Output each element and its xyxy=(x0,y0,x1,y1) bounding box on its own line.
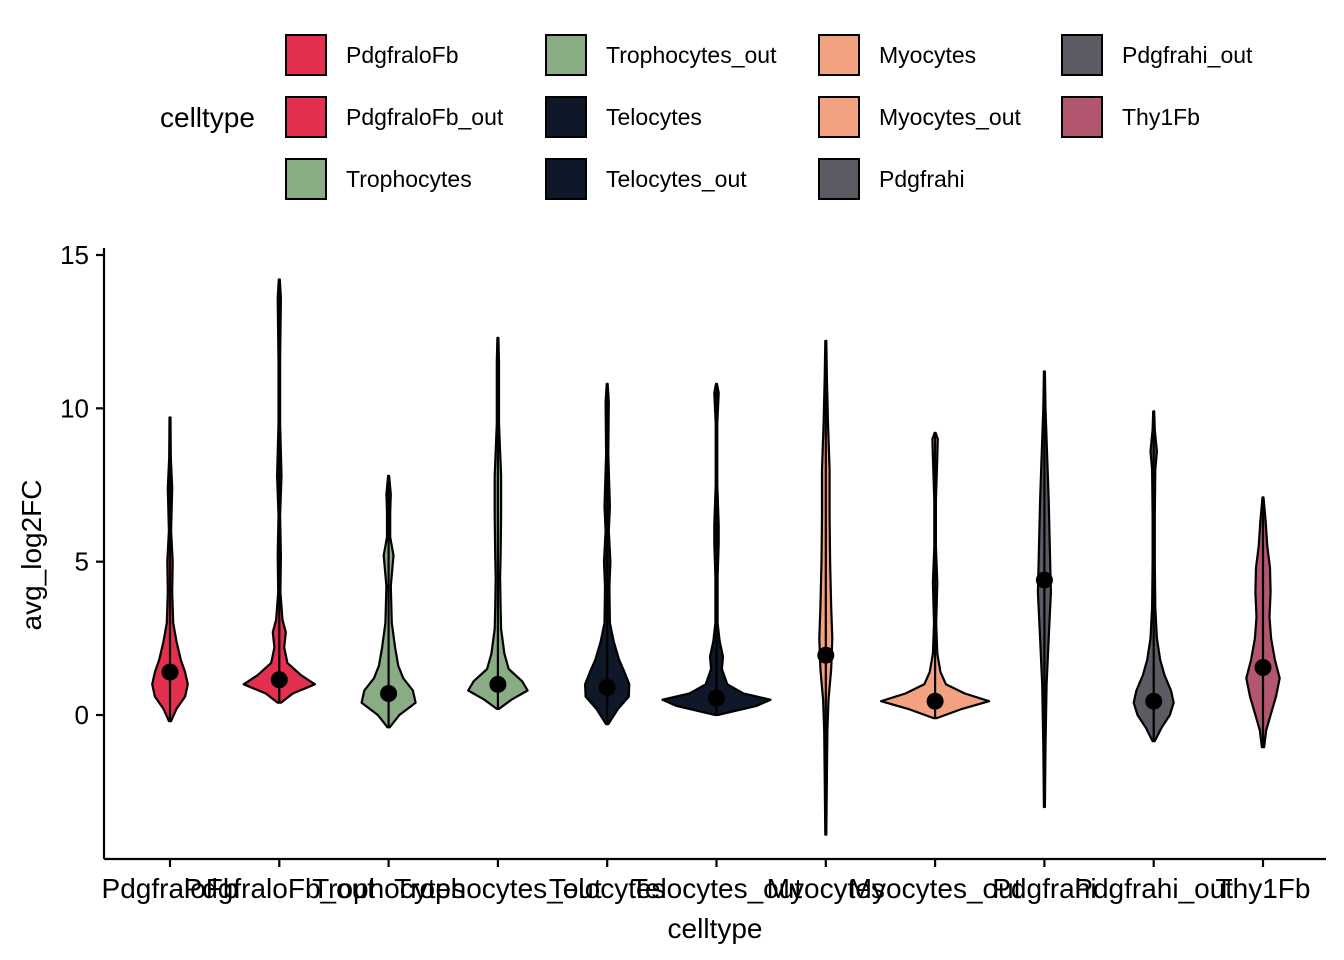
mean-point xyxy=(817,646,835,664)
legend-label: Trophocytes xyxy=(346,166,472,192)
legend-key xyxy=(1061,34,1103,76)
legend-label: Thy1Fb xyxy=(1122,104,1200,130)
mean-point xyxy=(161,663,179,681)
legend-key xyxy=(1061,96,1103,138)
legend-label: Myocytes_out xyxy=(879,104,1021,130)
y-tick-label: 5 xyxy=(75,547,89,577)
mean-point xyxy=(1254,658,1272,676)
mean-point xyxy=(380,685,398,703)
legend-label: Myocytes xyxy=(879,42,977,68)
legend-key xyxy=(545,34,587,76)
legend-key xyxy=(285,96,327,138)
legend-title: celltype xyxy=(160,102,255,133)
y-axis-title: avg_log2FC xyxy=(16,480,47,631)
legend-key xyxy=(285,34,327,76)
legend-key xyxy=(818,158,860,200)
legend-key xyxy=(818,96,860,138)
x-axis-title: celltype xyxy=(668,913,763,944)
legend-key xyxy=(545,158,587,200)
y-tick-label: 10 xyxy=(60,393,89,423)
legend-label: Trophocytes_out xyxy=(606,42,777,68)
x-tick-label: Pdgfrahi xyxy=(992,873,1096,904)
x-tick-label: Telocytes_out xyxy=(631,873,802,904)
x-tick-label: Trophocytes xyxy=(312,873,465,904)
mean-point xyxy=(270,671,288,689)
x-tick-label: PdgfraloFb_out xyxy=(184,873,376,904)
x-tick-label: Myocytes xyxy=(767,873,885,904)
legend-label: PdgfraloFb xyxy=(346,42,459,68)
x-tick-label: PdgfraloFb xyxy=(102,873,239,904)
legend-key xyxy=(285,158,327,200)
mean-point xyxy=(489,675,507,693)
mean-point xyxy=(1035,571,1053,589)
mean-point xyxy=(708,689,725,707)
legend-label: Pdgfrahi xyxy=(879,166,965,192)
y-tick-label: 15 xyxy=(60,240,89,270)
x-tick-label: Pdgfrahi_out xyxy=(1074,873,1233,904)
legend-key xyxy=(545,96,587,138)
legend-label: Telocytes xyxy=(606,104,702,130)
x-tick-label: Telocytes xyxy=(549,873,666,904)
mean-point xyxy=(926,692,944,710)
legend-label: Telocytes_out xyxy=(606,166,747,192)
x-tick-label: Trophocytes_out xyxy=(394,873,602,904)
x-tick-label: Myocytes_out xyxy=(849,873,1022,904)
y-tick-label: 0 xyxy=(75,700,89,730)
legend-key xyxy=(818,34,860,76)
mean-point xyxy=(598,678,616,696)
legend-label: PdgfraloFb_out xyxy=(346,104,504,130)
x-tick-label: Thy1Fb xyxy=(1216,873,1311,904)
mean-point xyxy=(1145,692,1163,710)
legend-label: Pdgfrahi_out xyxy=(1122,42,1253,68)
